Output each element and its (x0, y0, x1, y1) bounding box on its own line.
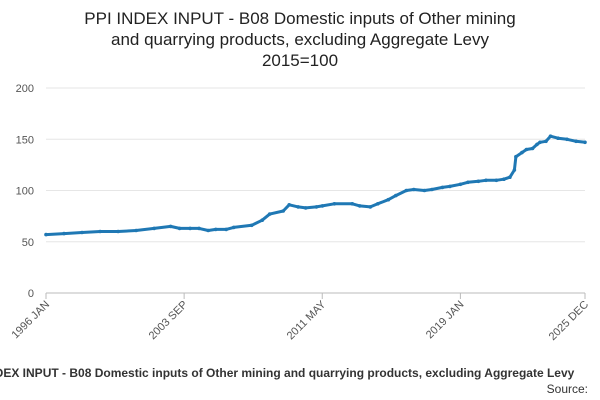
data-point (62, 231, 66, 236)
data-point (134, 228, 138, 233)
y-tick-label: 0 (28, 288, 34, 300)
data-point (556, 136, 560, 140)
data-point (224, 227, 228, 232)
data-point (98, 229, 102, 234)
data-point (565, 137, 569, 142)
data-point (458, 182, 463, 187)
data-point (267, 212, 272, 216)
data-point (484, 178, 488, 183)
data-point (320, 204, 325, 208)
data-point (287, 203, 292, 207)
data-point (574, 139, 578, 144)
data-point (296, 205, 301, 209)
chart-title-line-3: 2015=100 (261, 51, 339, 70)
data-point (314, 205, 319, 209)
data-point (430, 187, 434, 192)
series-line (44, 134, 587, 237)
data-point (512, 168, 517, 172)
x-axis: 1996 JAN 2003 SEP 2011 MAY 2019 JAN 2025 DEC (9, 293, 591, 343)
x-tick-label: 2003 SEP (147, 299, 191, 343)
chart-title-line-1: PPI INDEX INPUT - B08 Domestic inputs of… (84, 9, 516, 28)
gridlines (46, 87, 585, 294)
y-tick-label: 100 (16, 186, 34, 198)
data-point (520, 150, 524, 155)
y-tick-label: 200 (16, 83, 34, 95)
chart-title: PPI INDEX INPUT - B08 Domestic inputs of… (0, 8, 600, 71)
data-point (260, 218, 265, 222)
data-point (249, 223, 254, 228)
data-point (303, 206, 308, 210)
data-point (448, 184, 452, 189)
data-point (231, 225, 236, 230)
data-point (524, 147, 529, 152)
data-point (538, 140, 542, 145)
data-point (44, 232, 48, 237)
data-point (152, 226, 156, 231)
data-point (544, 139, 548, 144)
x-tick-label: 2025 DEC (547, 299, 591, 343)
data-point (213, 227, 218, 232)
data-point (422, 188, 427, 193)
x-tick-label: 1996 JAN (9, 299, 52, 342)
data-point (376, 202, 380, 206)
y-axis: 0 50 100 150 200 (16, 83, 34, 300)
data-point (281, 209, 286, 213)
series-layer (44, 134, 587, 237)
source-label: Source: (546, 382, 588, 396)
data-point (80, 230, 84, 235)
data-point (508, 175, 512, 179)
data-point (466, 180, 470, 185)
data-point (368, 205, 373, 209)
data-point (535, 142, 539, 147)
data-point (206, 228, 210, 233)
data-point (188, 226, 192, 231)
y-tick-label: 150 (16, 134, 34, 146)
chart-title-line-2: and quarrying products, excluding Aggreg… (110, 30, 490, 49)
data-point (197, 226, 201, 231)
data-point (350, 202, 355, 206)
data-point (404, 188, 409, 193)
legend-label: PPI INDEX INPUT - B08 Domestic inputs of… (0, 366, 575, 380)
data-point (386, 197, 391, 202)
data-point (394, 193, 398, 198)
data-point (530, 146, 535, 151)
data-point (332, 202, 337, 206)
data-point (502, 177, 506, 181)
data-point (177, 226, 182, 231)
data-point (358, 204, 362, 208)
data-point (412, 187, 416, 192)
data-point (514, 154, 518, 159)
x-tick-label: 2019 JAN (424, 299, 467, 342)
data-point (440, 185, 445, 190)
data-point (548, 134, 553, 138)
data-point (476, 179, 481, 184)
y-tick-label: 50 (22, 237, 34, 249)
data-point (168, 224, 173, 229)
data-point (494, 178, 499, 183)
data-point (116, 229, 120, 234)
data-point (583, 140, 587, 145)
x-tick-label: 2011 MAY (285, 298, 329, 342)
